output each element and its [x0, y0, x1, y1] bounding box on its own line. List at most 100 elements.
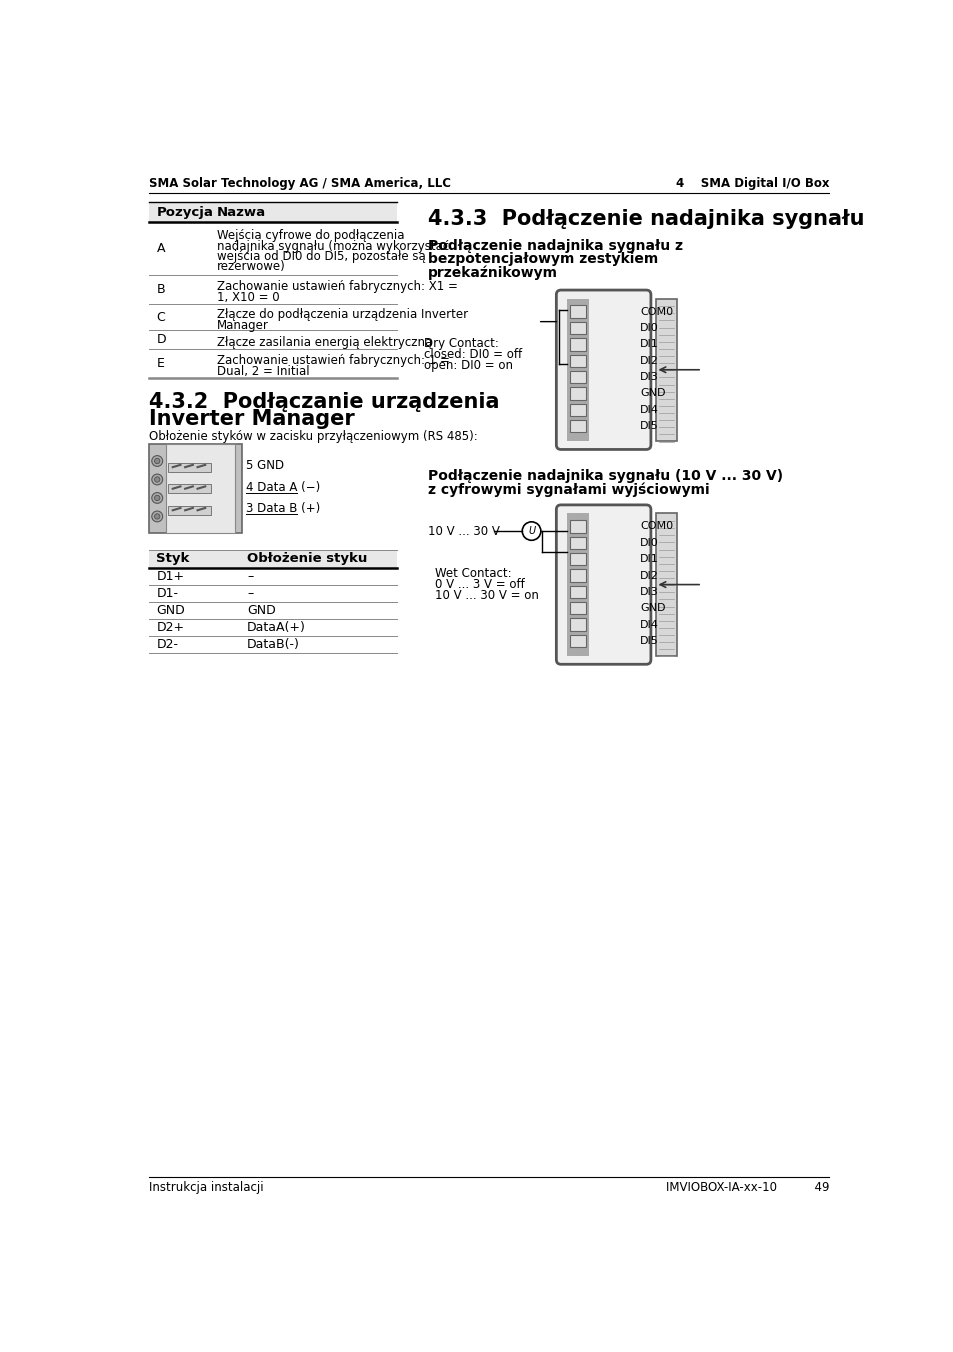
- Text: A: A: [156, 242, 165, 256]
- Text: COM0: COM0: [639, 307, 673, 316]
- Text: Dry Contact:: Dry Contact:: [423, 337, 498, 350]
- Bar: [570, 585, 585, 598]
- Text: DI0: DI0: [639, 323, 659, 333]
- Bar: [570, 521, 585, 533]
- Text: –: –: [247, 587, 253, 600]
- Text: 4.3.3  Podłączenie nadajnika sygnału: 4.3.3 Podłączenie nadajnika sygnału: [427, 210, 863, 230]
- Text: D2+: D2+: [156, 621, 184, 634]
- Circle shape: [154, 458, 160, 464]
- Text: Dual, 2 = Initial: Dual, 2 = Initial: [216, 365, 309, 377]
- Circle shape: [154, 477, 160, 483]
- Circle shape: [152, 475, 162, 485]
- Text: Obłożenie styku: Obłożenie styku: [247, 552, 367, 565]
- Text: 0 V ... 3 V = off: 0 V ... 3 V = off: [435, 579, 525, 591]
- Text: Nazwa: Nazwa: [216, 206, 266, 219]
- Text: DI3: DI3: [639, 372, 659, 383]
- Text: COM0: COM0: [639, 522, 673, 531]
- Bar: [166, 443, 235, 533]
- Circle shape: [152, 492, 162, 503]
- Circle shape: [154, 495, 160, 500]
- Text: 10 V ... 30 V = on: 10 V ... 30 V = on: [435, 589, 538, 602]
- Text: DI4: DI4: [639, 619, 659, 630]
- Bar: [570, 404, 585, 416]
- Text: DI2: DI2: [639, 571, 659, 580]
- Text: DataA(+): DataA(+): [247, 621, 306, 634]
- Text: D1-: D1-: [156, 587, 178, 600]
- Text: GND: GND: [156, 604, 185, 617]
- Bar: [570, 635, 585, 648]
- Text: GND: GND: [639, 603, 665, 614]
- Text: D: D: [156, 333, 166, 346]
- Bar: [570, 338, 585, 350]
- Bar: [570, 602, 585, 614]
- FancyBboxPatch shape: [556, 291, 650, 449]
- Text: Wejścia cyfrowe do podłączenia: Wejścia cyfrowe do podłączenia: [216, 230, 404, 242]
- Text: 4.3.2  Podłączanie urządzenia: 4.3.2 Podłączanie urządzenia: [149, 392, 498, 412]
- Text: SMA Solar Technology AG / SMA America, LLC: SMA Solar Technology AG / SMA America, L…: [149, 177, 450, 191]
- Text: C: C: [156, 311, 165, 323]
- Text: DI4: DI4: [639, 404, 659, 415]
- Bar: [567, 514, 588, 656]
- Text: GND: GND: [639, 388, 665, 399]
- Circle shape: [154, 514, 160, 519]
- Text: DataB(-): DataB(-): [247, 638, 299, 650]
- Text: 10 V ... 30 V: 10 V ... 30 V: [427, 525, 499, 538]
- Text: Pozycja: Pozycja: [156, 206, 213, 219]
- Bar: [655, 299, 677, 441]
- Text: z cyfrowymi sygnałami wyjściowymi: z cyfrowymi sygnałami wyjściowymi: [427, 483, 709, 498]
- Text: D2-: D2-: [156, 638, 178, 650]
- Text: Instrukcja instalacji: Instrukcja instalacji: [149, 1182, 263, 1194]
- Bar: [570, 618, 585, 631]
- Text: wejścia od DI0 do DI5, pozostałe są: wejścia od DI0 do DI5, pozostałe są: [216, 250, 425, 264]
- Bar: [567, 299, 588, 441]
- Bar: [570, 306, 585, 318]
- Text: Zachowanie ustawień fabrycznych: X1 =: Zachowanie ustawień fabrycznych: X1 =: [216, 280, 457, 293]
- Text: DI5: DI5: [639, 635, 659, 646]
- Text: Inverter Manager: Inverter Manager: [149, 408, 355, 429]
- Text: DI5: DI5: [639, 422, 659, 431]
- Bar: [149, 203, 396, 222]
- Bar: [570, 322, 585, 334]
- Text: DI0: DI0: [639, 538, 659, 548]
- Circle shape: [521, 522, 540, 541]
- Circle shape: [152, 456, 162, 466]
- Text: DI1: DI1: [639, 339, 659, 349]
- Text: Obłożenie styków w zacisku przyłączeniowym (RS 485):: Obłożenie styków w zacisku przyłączeniow…: [149, 430, 476, 443]
- Text: Złącze do podłączenia urządzenia Inverter: Złącze do podłączenia urządzenia Inverte…: [216, 308, 468, 322]
- Text: open: DI0 = on: open: DI0 = on: [423, 358, 513, 372]
- Text: Podłączenie nadajnika sygnału (10 V ... 30 V): Podłączenie nadajnika sygnału (10 V ... …: [427, 469, 782, 484]
- Bar: [168, 506, 211, 515]
- Bar: [570, 420, 585, 433]
- Text: Zachowanie ustawień fabrycznych: 1 =: Zachowanie ustawień fabrycznych: 1 =: [216, 354, 449, 368]
- Text: 1, X10 = 0: 1, X10 = 0: [216, 291, 279, 304]
- Bar: [570, 537, 585, 549]
- Text: Manager: Manager: [216, 319, 269, 331]
- Text: GND: GND: [247, 604, 275, 617]
- Text: nadajnika sygnału (można wykorzystać: nadajnika sygnału (można wykorzystać: [216, 239, 449, 253]
- Bar: [570, 387, 585, 400]
- Circle shape: [152, 511, 162, 522]
- Text: B: B: [156, 283, 165, 296]
- FancyBboxPatch shape: [556, 504, 650, 664]
- Text: 5 GND: 5 GND: [245, 460, 283, 472]
- Text: E: E: [156, 357, 164, 369]
- Text: DI1: DI1: [639, 554, 659, 564]
- Text: rezerwowe): rezerwowe): [216, 261, 285, 273]
- Bar: [149, 549, 396, 568]
- Text: 4    SMA Digital I/O Box: 4 SMA Digital I/O Box: [675, 177, 828, 191]
- Bar: [149, 443, 241, 533]
- Text: DI3: DI3: [639, 587, 659, 596]
- Text: bezpotencjałowym zestykiem: bezpotencjałowym zestykiem: [427, 253, 658, 266]
- Bar: [655, 514, 677, 656]
- Text: Styk: Styk: [156, 552, 190, 565]
- Text: przekaźnikowym: przekaźnikowym: [427, 265, 558, 280]
- Text: 4 Data A (−): 4 Data A (−): [245, 481, 319, 493]
- Bar: [570, 553, 585, 565]
- Bar: [570, 569, 585, 581]
- Text: –: –: [247, 571, 253, 583]
- Bar: [168, 462, 211, 472]
- Text: Wet Contact:: Wet Contact:: [435, 568, 512, 580]
- Text: D1+: D1+: [156, 571, 184, 583]
- Text: 3 Data B (+): 3 Data B (+): [245, 502, 319, 515]
- Bar: [168, 484, 211, 493]
